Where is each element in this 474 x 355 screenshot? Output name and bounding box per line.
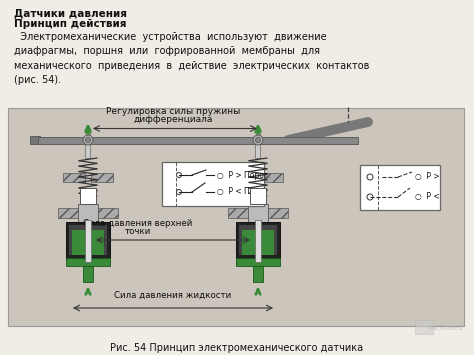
- Bar: [228, 208, 248, 218]
- Bar: [250, 188, 266, 204]
- Bar: [83, 266, 93, 282]
- Text: MyShared: MyShared: [428, 325, 463, 331]
- Bar: [268, 208, 288, 218]
- Bar: [236, 222, 280, 258]
- Text: Датчики давления: Датчики давления: [14, 8, 127, 18]
- Text: Электромеханические  устройства  используют  движение
диафрагмы,  поршня  или  г: Электромеханические устройства использую…: [14, 32, 369, 85]
- Text: Сила давления верхней: Сила давления верхней: [83, 219, 193, 228]
- Bar: [415, 320, 433, 334]
- Bar: [58, 208, 78, 218]
- Bar: [86, 134, 90, 140]
- Bar: [233, 173, 255, 181]
- Bar: [78, 204, 98, 222]
- Circle shape: [255, 137, 261, 142]
- Circle shape: [83, 135, 93, 145]
- Text: Принцип действия: Принцип действия: [14, 19, 127, 29]
- Bar: [253, 266, 263, 282]
- Bar: [66, 222, 110, 258]
- Bar: [30, 136, 40, 144]
- Bar: [248, 204, 268, 222]
- Bar: [261, 173, 283, 181]
- Text: Регулировка силы пружины: Регулировка силы пружины: [106, 108, 240, 116]
- Bar: [236, 258, 280, 266]
- Bar: [360, 165, 440, 210]
- Circle shape: [253, 135, 263, 145]
- Text: ○  P >: ○ P >: [415, 173, 439, 181]
- Bar: [66, 258, 110, 266]
- Text: точки: точки: [125, 227, 151, 236]
- Bar: [38, 137, 358, 143]
- Text: ○  P <: ○ P <: [415, 192, 439, 202]
- Bar: [69, 225, 107, 255]
- Bar: [80, 188, 96, 204]
- Bar: [255, 140, 261, 158]
- Bar: [72, 230, 104, 255]
- Bar: [8, 108, 464, 326]
- Bar: [85, 220, 91, 262]
- Text: дифференциала: дифференциала: [133, 115, 213, 125]
- Text: ○  P < Порог: ○ P < Порог: [217, 187, 268, 197]
- Bar: [63, 173, 85, 181]
- Text: Рис. 54 Принцип электромеханического датчика: Рис. 54 Принцип электромеханического дат…: [110, 343, 364, 353]
- Bar: [239, 225, 277, 255]
- Bar: [255, 220, 261, 262]
- Text: Сила давления жидкости: Сила давления жидкости: [114, 291, 232, 300]
- Bar: [85, 140, 91, 158]
- Bar: [91, 173, 113, 181]
- Bar: [98, 208, 118, 218]
- Bar: [256, 134, 260, 140]
- Bar: [242, 230, 274, 255]
- Circle shape: [85, 137, 91, 142]
- Bar: [162, 162, 264, 206]
- Text: ○  P > Порог.: ○ P > Порог.: [217, 170, 270, 180]
